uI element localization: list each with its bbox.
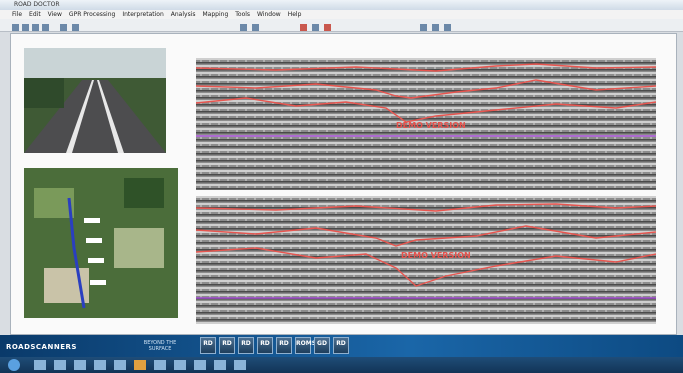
radargram-bottom: DEMO VERSION (196, 196, 656, 324)
menu-bar: File Edit View GPR Processing Interpretation… (0, 10, 683, 19)
toolbar-icons (12, 24, 451, 31)
map-view (24, 168, 178, 318)
app-button[interactable]: RD (238, 337, 254, 354)
taskbar-icons (8, 359, 246, 371)
menu-item[interactable]: Interpretation (122, 11, 164, 18)
toolbar (0, 19, 683, 32)
app-button[interactable]: GD (314, 337, 330, 354)
app-button[interactable]: RD (333, 337, 349, 354)
menu-item[interactable]: Tools (235, 11, 251, 18)
radargram-top: DEMO VERSION (196, 58, 656, 190)
title-bar: ROAD DOCTOR (0, 0, 683, 10)
aerial-map (24, 168, 178, 318)
menu-item[interactable]: View (47, 11, 62, 18)
menu-item[interactable]: Analysis (170, 11, 196, 18)
brand-logo: ROADSCANNERS (6, 343, 77, 351)
app-button[interactable]: RD (219, 337, 235, 354)
app-button[interactable]: RD (276, 337, 292, 354)
watermark: DEMO VERSION (396, 121, 466, 130)
road-camera (24, 48, 166, 153)
app-button[interactable]: RD (200, 337, 216, 354)
taskbar (0, 357, 683, 373)
app-buttons: RD RD RD RD RD ROMS GD RD (200, 337, 349, 354)
app-button[interactable]: ROMS (295, 337, 316, 354)
menu-item[interactable]: Mapping (202, 11, 229, 18)
camera-image (24, 48, 166, 153)
watermark: DEMO VERSION (401, 251, 471, 260)
menu-item[interactable]: Window (257, 11, 281, 18)
menu-item[interactable]: GPR Processing (68, 11, 116, 18)
tagline: BEYOND THE SURFACE (143, 340, 177, 352)
menu-item[interactable]: File (12, 11, 23, 18)
app-button[interactable]: RD (257, 337, 273, 354)
menu-item[interactable]: Help (287, 11, 302, 18)
menu-item[interactable]: Edit (29, 11, 41, 18)
